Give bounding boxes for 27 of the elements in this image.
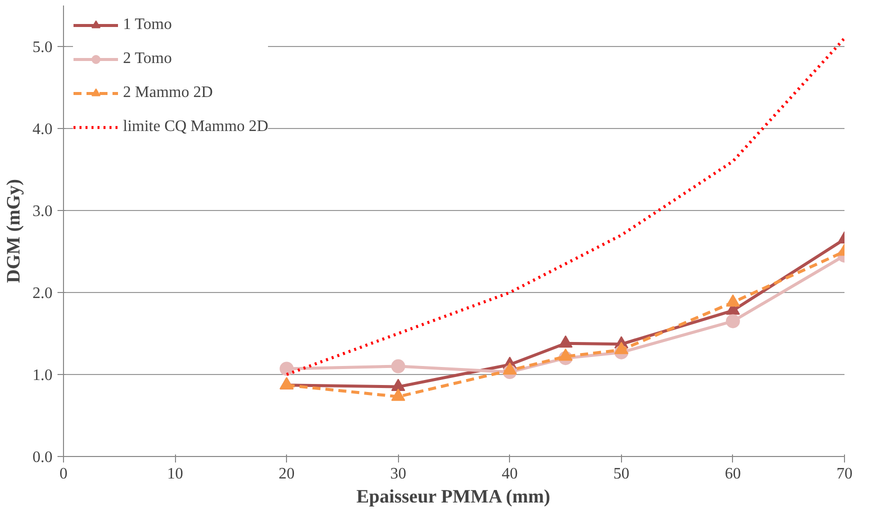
x-tick-label: 0 [60,466,68,482]
y-tick-label: 4.0 [32,121,52,138]
x-tick-label: 20 [278,466,295,482]
y-tick-label: 3.0 [32,203,52,220]
x-tick-label: 10 [167,466,184,482]
x-tick-label: 50 [613,466,630,482]
y-tick-label: 5.0 [32,39,52,56]
y-tick-label: 0.0 [32,449,52,466]
y-tick-label: 1.0 [32,367,52,384]
point [558,335,573,348]
x-tick-label: 70 [836,466,852,482]
legend-label: limite CQ Mammo 2D [123,118,268,136]
point [558,348,573,361]
point [614,342,628,354]
x-axis-title: Epaisseur PMMA (mm) [356,486,550,508]
point [726,294,740,307]
x-tick-label: 30 [390,466,406,482]
y-axis-title: DGM (mGy) [4,179,24,283]
x-tick-label: 60 [724,466,741,482]
legend-label: 2 Tomo [123,50,172,68]
legend-label: 1 Tomo [123,16,172,34]
y-tick-label: 2.0 [32,285,52,302]
x-tick-label: 40 [502,466,518,482]
point [502,362,517,375]
point [391,388,406,401]
legend-label: 2 Mammo 2D [123,84,213,102]
point [391,378,406,392]
